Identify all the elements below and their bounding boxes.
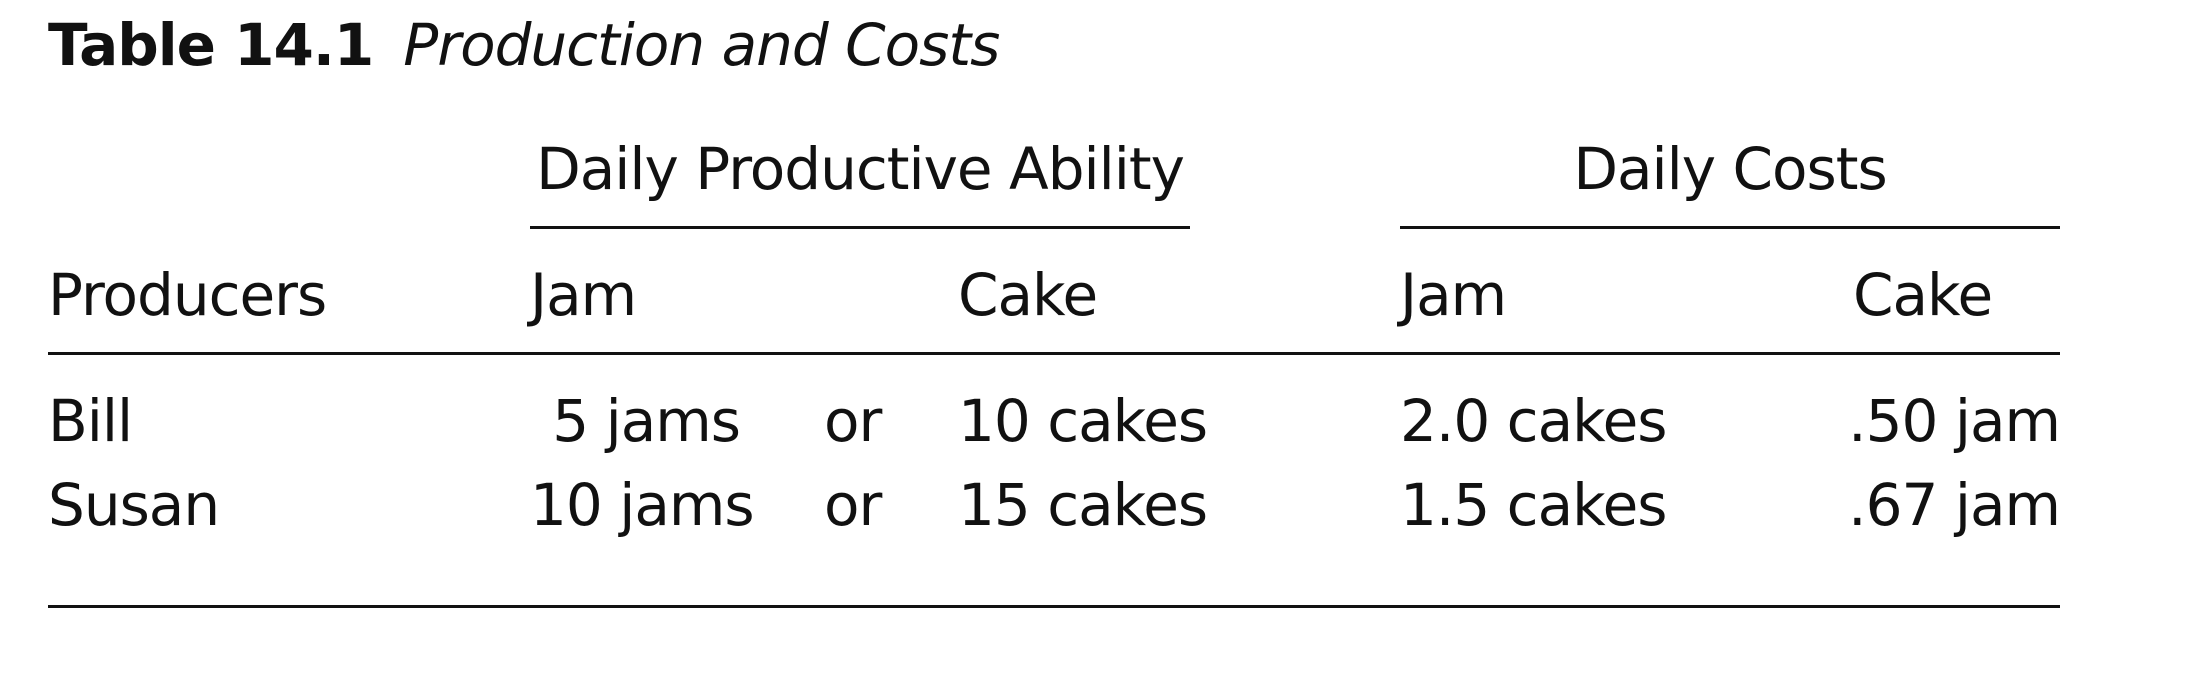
table-caption: Table 14.1 Production and Costs bbox=[48, 10, 1000, 80]
column-header-cost-cake: Cake bbox=[1853, 261, 1993, 329]
table-row-cake: 10 cakes bbox=[958, 387, 1208, 455]
table-number: Table 14.1 bbox=[48, 11, 374, 79]
table-row-or: or bbox=[824, 387, 882, 455]
table-row-cost-jam: 1.5 cakes bbox=[1400, 471, 1668, 539]
column-header-cost-jam: Jam bbox=[1400, 261, 1507, 329]
table-row-cost-jam: 2.0 cakes bbox=[1400, 387, 1668, 455]
column-header-ability-cake: Cake bbox=[958, 261, 1098, 329]
table-row-cost-cake: .50 jam bbox=[1848, 387, 2061, 455]
group-underline-costs bbox=[1400, 226, 2060, 229]
table-title: Production and Costs bbox=[403, 11, 1000, 79]
group-header-daily-costs: Daily Costs bbox=[1573, 135, 1887, 203]
column-header-ability-jam: Jam bbox=[530, 261, 637, 329]
group-underline-productive bbox=[530, 226, 1190, 229]
table-row-jam: 10 jams bbox=[530, 471, 755, 539]
table-row-producer: Susan bbox=[48, 471, 220, 539]
table-row-jam: 5 jams bbox=[552, 387, 741, 455]
header-rule bbox=[48, 352, 2060, 355]
table-row-cake: 15 cakes bbox=[958, 471, 1208, 539]
table-row-producer: Bill bbox=[48, 387, 133, 455]
group-header-productive-ability: Daily Productive Ability bbox=[536, 135, 1185, 203]
column-header-producers: Producers bbox=[48, 261, 327, 329]
bottom-rule bbox=[48, 605, 2060, 608]
table-row-cost-cake: .67 jam bbox=[1848, 471, 2061, 539]
table-row-or: or bbox=[824, 471, 882, 539]
